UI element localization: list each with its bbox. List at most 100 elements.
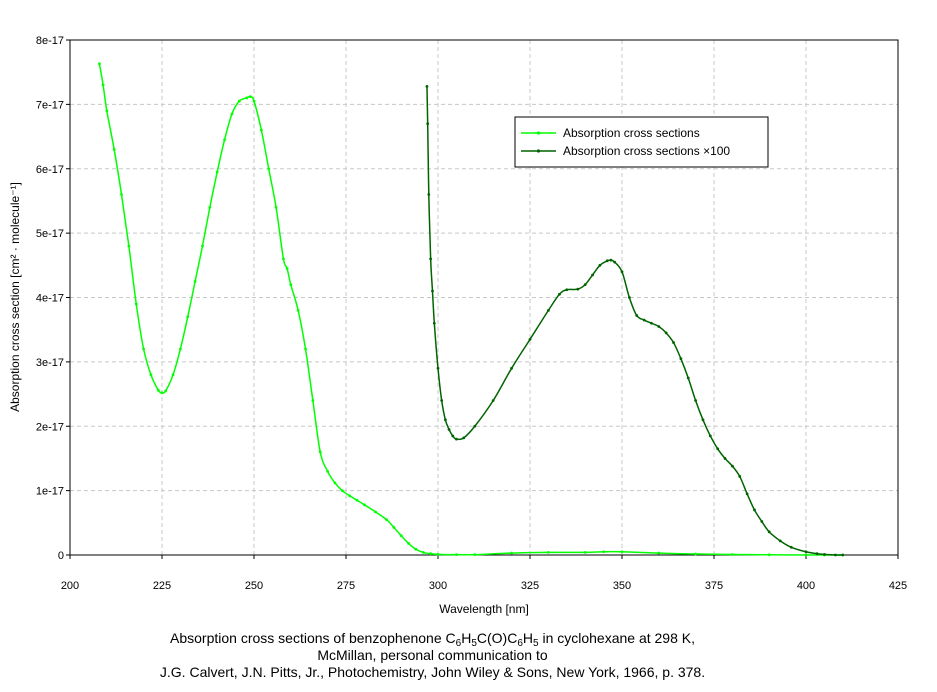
x-tick-label: 375 [705,580,723,592]
data-point [160,391,164,395]
x-tick-label: 200 [61,580,79,592]
data-point [738,475,742,478]
y-tick-label: 7e-17 [36,99,64,111]
data-point [105,109,109,113]
legend-marker-2 [536,149,541,153]
data-point [694,399,697,402]
data-point [558,292,561,296]
data-point [731,464,734,468]
data-point [462,436,466,440]
y-tick-label: 1e-17 [36,486,64,498]
data-point [267,167,271,171]
x-tick-label: 300 [429,580,447,592]
legend: Absorption cross sections Absorption cro… [514,116,769,168]
caption-subscript: 6 [517,638,523,649]
data-point [804,553,808,557]
data-point [679,357,683,361]
data-point [672,341,675,344]
data-point [650,321,653,325]
data-point [179,347,182,351]
data-point [296,308,300,312]
data-point [620,550,624,554]
data-point [731,553,734,556]
data-point [841,553,845,557]
x-tick-label: 250 [245,580,263,592]
y-tick-label: 6e-17 [36,164,64,176]
data-point [602,550,605,554]
y-tick-label: 2e-17 [36,421,64,433]
data-point [815,552,819,556]
y-tick-label: 4e-17 [36,293,64,305]
legend-label-2: Absorption cross sections ×100 [563,144,730,158]
data-point [701,418,705,422]
data-point [355,498,359,502]
data-point [591,273,594,277]
data-point [427,193,431,196]
data-point [252,99,256,103]
data-point [374,510,377,514]
data-point [201,244,204,248]
data-point [304,347,307,351]
x-axis: 200 225 250 275 300 325 350 375 400 425 [61,555,907,592]
data-point [340,489,344,493]
data-point [426,122,430,126]
x-tick-label: 225 [153,580,171,592]
data-point [745,492,749,496]
legend-marker-1 [536,131,541,135]
data-point [635,314,639,317]
data-point [223,138,226,142]
data-point [274,205,278,209]
data-point [425,84,429,88]
data-point [598,263,602,267]
data-point [804,550,808,554]
legend-label-1: Absorption cross sections [563,126,700,140]
data-point [421,551,425,554]
data-point [289,283,293,287]
data-point [565,288,569,292]
data-point [98,62,101,66]
data-point [723,457,727,460]
data-point [436,366,440,370]
data-point [127,244,131,248]
data-point [193,280,197,283]
data-point [491,399,495,402]
data-point [385,518,388,521]
data-point [149,373,153,377]
data-point [657,551,661,555]
data-point [778,539,782,543]
data-point [451,434,455,438]
x-tick-label: 400 [797,580,815,592]
data-point [609,258,613,262]
y-axis: 0 1e-17 2e-17 3e-17 4e-17 5e-17 6e-17 7e-17 8e-1… [36,35,70,562]
data-point [447,428,451,431]
data-point [429,552,433,556]
data-point [716,447,720,451]
data-point [285,267,289,270]
y-tick-label: 5e-17 [36,228,64,240]
data-point [215,170,219,174]
x-axis-title: Wavelength [nm] [439,602,529,616]
data-point [282,257,285,261]
data-point [414,547,418,551]
data-point [142,347,146,351]
data-point [657,325,661,328]
caption-subscript: 6 [455,638,462,649]
data-point [823,552,826,556]
data-point [664,331,668,335]
data-point [440,399,444,402]
data-point [708,434,712,438]
chart: 200 225 250 275 300 325 350 375 400 425 0 1e-17 2e-… [8,35,907,616]
data-point [642,318,646,322]
caption-subscript: 5 [533,638,539,649]
data-point [473,553,477,557]
data-point [431,289,434,293]
y-axis-title: Absorption cross section [cm² · molecule… [8,182,22,412]
x-tick-label: 425 [889,580,907,592]
data-point [248,95,252,99]
caption-subscript: 5 [471,638,477,649]
data-point [753,508,756,512]
data-point [760,520,764,523]
data-point [208,205,212,209]
data-point [156,388,160,392]
data-point [613,260,617,264]
